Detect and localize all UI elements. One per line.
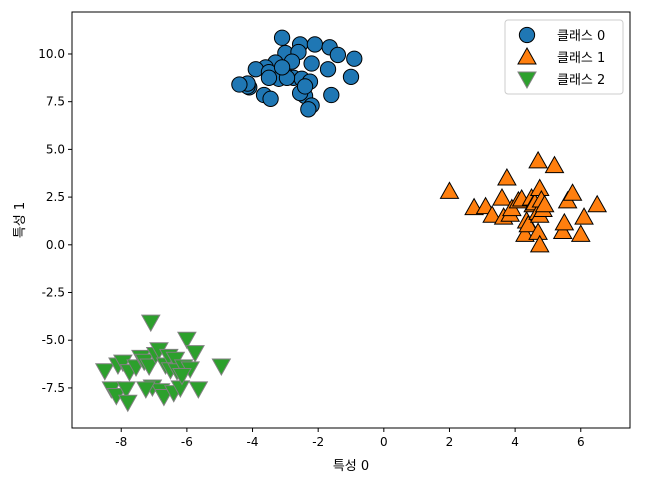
data-point-class-2 [185, 345, 205, 363]
data-point-class-2 [177, 331, 197, 350]
y-tick-label: -2.5 [42, 286, 65, 300]
data-point-class-1 [439, 181, 460, 199]
data-point-class-1 [518, 214, 539, 233]
x-tick-label: -2 [312, 435, 324, 449]
x-tick-label: -8 [115, 435, 127, 449]
x-axis: -8 -6 -4 -2 0 2 4 6 [115, 428, 585, 449]
data-point-class-0 [346, 50, 363, 67]
data-point-class-0 [247, 61, 264, 78]
data-point-class-1 [492, 188, 512, 206]
data-point-class-1 [562, 183, 583, 201]
data-point-class-1 [574, 207, 594, 225]
x-tick-label: 2 [446, 435, 454, 449]
data-point-class-1 [587, 194, 608, 213]
data-point-class-0 [300, 101, 317, 118]
data-point-class-0 [323, 86, 340, 104]
data-point-class-1 [570, 224, 591, 242]
legend-marker [517, 46, 537, 65]
x-tick-label: 0 [380, 435, 388, 449]
x-axis-label: 특성 0 [333, 459, 369, 474]
data-point-class-0 [273, 29, 291, 46]
legend-label: 클래스 0 [557, 29, 605, 44]
y-axis-label: 특성 1 [13, 202, 28, 238]
y-tick-label: 10.0 [38, 47, 65, 61]
data-point-class-2 [116, 381, 137, 399]
data-point-class-2 [94, 363, 115, 381]
legend-label: 클래스 2 [557, 73, 605, 88]
data-point-class-1 [482, 205, 502, 223]
data-point-class-0 [329, 46, 347, 64]
data-point-class-0 [262, 90, 279, 107]
data-point-class-2 [113, 354, 133, 373]
x-tick-label: -4 [247, 435, 259, 449]
y-axis: -7.5 -5.0 -2.5 0.0 2.5 5.0 7.5 10.0 [38, 47, 72, 395]
data-point-class-2 [154, 388, 174, 407]
data-point-class-2 [211, 358, 232, 377]
y-tick-label: 5.0 [46, 142, 65, 156]
data-point-class-1 [534, 194, 555, 213]
data-point-class-2 [188, 381, 209, 399]
points-layer [94, 29, 608, 413]
legend-marker [518, 26, 536, 44]
y-tick-label: 2.5 [46, 190, 65, 204]
data-point-class-0 [306, 36, 324, 53]
data-point-class-1 [497, 167, 517, 186]
y-tick-label: -7.5 [42, 381, 65, 395]
data-point-class-0 [342, 68, 360, 86]
data-point-class-1 [528, 150, 548, 169]
data-point-class-1 [529, 234, 550, 253]
x-tick-label: 4 [511, 435, 519, 449]
data-point-class-0 [303, 55, 320, 72]
data-point-class-1 [552, 221, 573, 239]
legend: 클래스 0 클래스 1 클래스 2 [504, 19, 624, 95]
y-tick-label: 7.5 [46, 95, 65, 109]
data-point-class-2 [172, 368, 192, 386]
data-point-class-2 [135, 381, 156, 399]
data-point-class-0 [231, 76, 248, 93]
data-point-class-0 [260, 69, 278, 86]
x-tick-label: -6 [181, 435, 193, 449]
data-point-class-0 [296, 78, 314, 95]
data-point-class-2 [117, 394, 138, 413]
data-point-class-1 [515, 224, 535, 242]
data-point-class-1 [544, 155, 565, 174]
x-tick-label: 6 [577, 435, 585, 449]
y-tick-label: 0.0 [46, 238, 65, 252]
data-point-class-0 [273, 59, 291, 76]
data-point-class-2 [139, 358, 159, 377]
legend-label: 클래스 1 [557, 51, 605, 66]
data-point-class-1 [554, 212, 575, 231]
y-tick-label: -5.0 [42, 333, 65, 347]
data-point-class-0 [319, 61, 337, 78]
data-point-class-2 [140, 314, 161, 333]
plot-frame [71, 11, 631, 429]
legend-marker [517, 71, 537, 90]
